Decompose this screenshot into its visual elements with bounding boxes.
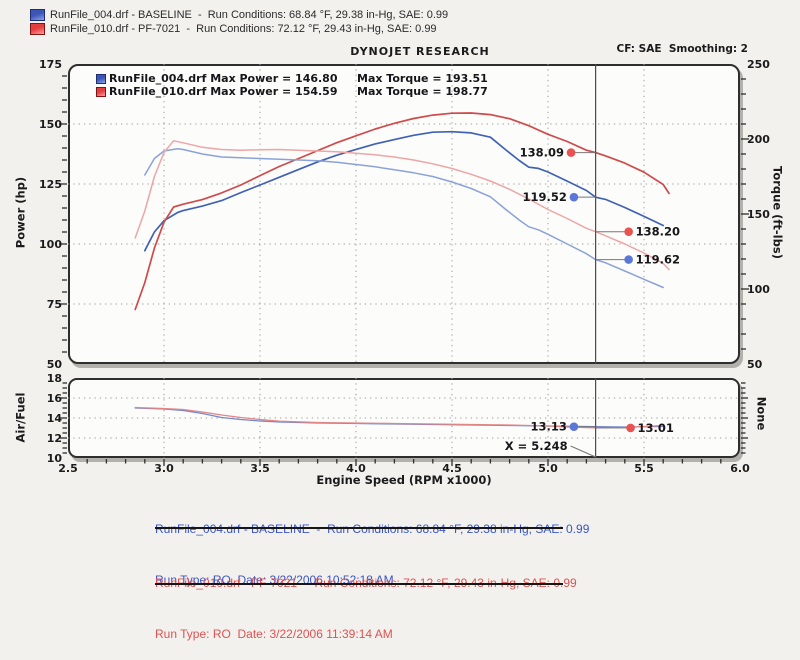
curve-baseline_torque <box>144 147 664 289</box>
cursor-label-pointer <box>570 445 596 458</box>
page-title: DYNOJET RESEARCH <box>350 45 490 58</box>
baseline-max-torque: Max Torque = 193.51 <box>357 72 488 85</box>
baseline-max-power: RunFile_004.drf Max Power = 146.80 <box>109 72 338 85</box>
curve-pf7021_power <box>134 112 670 311</box>
max-values-legend: RunFile_004.drf Max Power = 146.80 Max T… <box>96 72 488 98</box>
pf7021-max-power: RunFile_010.drf Max Power = 154.59 <box>109 85 338 98</box>
marker-value-label: 13.13 <box>531 420 567 434</box>
baseline-summary-line1: RunFile_004.drf - BASELINE - Run Conditi… <box>155 522 590 536</box>
curve-pf7021_afr <box>134 406 664 429</box>
marker-value-label: 119.62 <box>636 253 680 267</box>
power-tick-label: 125 <box>39 177 62 191</box>
cursor-position-label: X = 5.248 <box>505 439 568 453</box>
air-fuel-chart: 13.13 13.01 X = 5.248 <box>60 378 748 466</box>
marker-value-label: 138.20 <box>636 225 680 239</box>
pf7021-color-swatch <box>30 23 45 35</box>
rpm-tick-label: 6.0 <box>730 462 750 475</box>
rpm-tick-label: 3.0 <box>154 462 174 475</box>
baseline-run-description: RunFile_004.drf - BASELINE - Run Conditi… <box>50 9 449 21</box>
marker-value-label: 138.09 <box>520 146 564 160</box>
rpm-tick-label: 4.5 <box>442 462 462 475</box>
baseline-color-swatch <box>30 9 45 21</box>
rpm-tick-label: 2.5 <box>58 462 78 475</box>
power-tick-label: 150 <box>39 117 62 131</box>
run-legend: RunFile_004.drf - BASELINE - Run Conditi… <box>30 8 448 36</box>
airfuel-tick-label: 14 <box>46 411 62 425</box>
max-values-row-baseline: RunFile_004.drf Max Power = 146.80 Max T… <box>96 72 488 85</box>
rpm-tick-label: 5.0 <box>538 462 558 475</box>
pf7021-summary-line2: Run Type: RO Date: 3/22/2006 11:39:14 AM <box>155 627 393 641</box>
marker-dot-pf7021 <box>624 227 633 236</box>
torque-tick-label: 150 <box>747 207 770 221</box>
marker-dot-baseline <box>569 422 579 431</box>
torque-tick-label: 50 <box>747 357 763 371</box>
marker-value-label: 119.52 <box>523 190 567 204</box>
rpm-tick-label: 4.0 <box>346 462 366 475</box>
pf7021-max-torque: Max Torque = 198.77 <box>357 85 488 98</box>
airfuel-tick-label: 12 <box>46 431 62 445</box>
max-values-row-pf7021: RunFile_010.drf Max Power = 154.59 Max T… <box>96 85 488 98</box>
marker-dot-pf7021 <box>626 423 635 433</box>
pf7021-swatch-small <box>96 86 106 97</box>
power-tick-label: 75 <box>46 297 62 311</box>
dyno-report-page: { "page": { "title": "DYNOJET RESEARCH",… <box>13 8 785 641</box>
rpm-tick-label: 3.5 <box>250 462 270 475</box>
correction-smoothing-label: CF: SAE Smoothing: 2 <box>616 43 748 55</box>
air-fuel-plot: 13.13 13.01 X = 5.248 <box>60 378 748 466</box>
run-summary-pf7021: RunFile_010.drf - PF-7021 - Run Conditio… <box>155 541 577 660</box>
marker-dot-pf7021 <box>566 148 576 157</box>
separator-line-1 <box>155 527 563 529</box>
airfuel-tick-label: 10 <box>46 451 62 465</box>
power-tick-label: 100 <box>39 237 62 251</box>
baseline-swatch-small <box>96 73 106 84</box>
airfuel-tick-label: 16 <box>46 391 62 405</box>
power-tick-label: 175 <box>39 57 62 71</box>
marker-value-label: 13.01 <box>638 421 674 435</box>
legend-row-baseline: RunFile_004.drf - BASELINE - Run Conditi… <box>30 8 448 22</box>
torque-tick-label: 200 <box>747 132 770 146</box>
curve-baseline_power <box>143 130 665 252</box>
power-axis-title: Power (hp) <box>13 176 28 249</box>
torque-tick-label: 250 <box>747 57 770 71</box>
power-torque-plot: 138.09 119.52 138.20 119.62 <box>59 64 749 364</box>
marker-dot-baseline <box>569 192 579 202</box>
marker-dot-baseline <box>624 255 633 264</box>
separator-line-2 <box>155 583 563 585</box>
torque-tick-label: 100 <box>747 282 770 296</box>
rpm-tick-label: 5.5 <box>634 462 654 475</box>
curve-pf7021_torque <box>134 140 670 271</box>
power-tick-label: 50 <box>46 357 62 371</box>
power-torque-chart: 138.09 119.52 138.20 119.62 RunFile_004.drf… <box>59 64 749 364</box>
legend-row-pf7021: RunFile_010.drf - PF-7021 - Run Conditio… <box>30 22 448 36</box>
airfuel-tick-label: 18 <box>46 371 62 385</box>
pf7021-run-description: RunFile_010.drf - PF-7021 - Run Conditio… <box>50 23 437 35</box>
x-axis-title: Engine Speed (RPM x1000) <box>316 473 492 487</box>
